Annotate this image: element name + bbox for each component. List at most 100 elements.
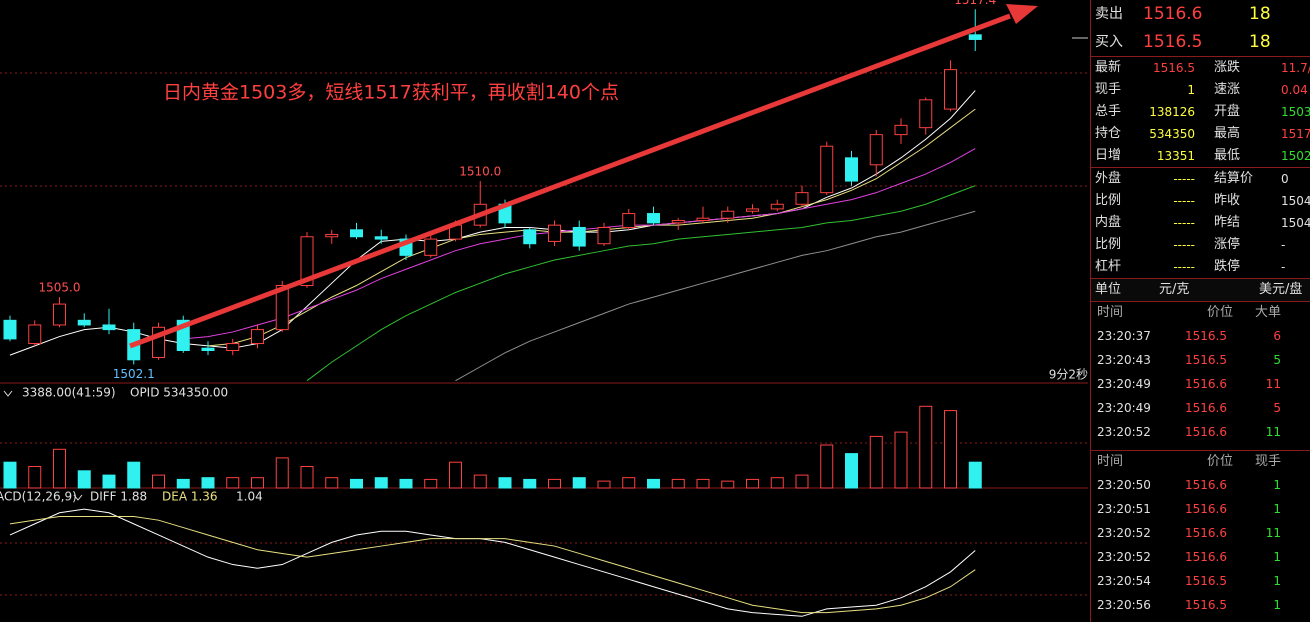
volume-bar <box>597 480 611 489</box>
trade-row: 23:20:51 1516.6 1 <box>1091 497 1310 521</box>
candle-body <box>597 226 611 245</box>
stat-value: ----- <box>1173 260 1195 274</box>
volume-bar <box>721 480 735 489</box>
quote-label: 买入 <box>1095 34 1123 50</box>
stat-label: 最高 <box>1214 126 1241 141</box>
candle-body <box>968 34 982 40</box>
stat-value: - <box>1281 260 1286 274</box>
candle-body <box>770 203 784 210</box>
stat-row: 持仓 534350 最高 1517 <box>1091 123 1310 145</box>
trade-qty: 6 <box>1273 329 1281 343</box>
trade-price: 1516.6 <box>1185 377 1227 391</box>
candle-body <box>696 217 710 222</box>
candle-body <box>300 236 314 287</box>
volume-bar <box>572 477 586 489</box>
candle-body <box>77 319 91 326</box>
stat-value: 1516.5 <box>1153 61 1195 75</box>
candle-body <box>28 324 42 345</box>
col-header: 时间 <box>1097 454 1124 469</box>
volume-bar <box>523 478 537 489</box>
stat-value: 1503 <box>1281 105 1310 119</box>
stat-row: 杠杆 ----- 跌停 - <box>1091 256 1310 279</box>
unit-option: 美元/盘 <box>1259 282 1303 297</box>
stat-value: 534350 <box>1149 127 1195 141</box>
volume-bar <box>374 477 388 489</box>
trade-time: 23:20:50 <box>1097 478 1151 492</box>
stat-value: 0.04 <box>1281 83 1308 97</box>
trade-price: 1516.6 <box>1185 401 1227 415</box>
volume-bar <box>548 478 561 489</box>
stat-label: 比例 <box>1095 193 1122 208</box>
arrow <box>129 13 1011 349</box>
trade-time: 23:20:56 <box>1097 598 1151 612</box>
quote-row: 卖出 1516.6 18 <box>1091 0 1310 28</box>
trade-row: 23:20:43 1516.5 5 <box>1091 348 1310 372</box>
trade-price: 1516.6 <box>1185 526 1227 540</box>
volume-bar <box>102 474 116 489</box>
trade-qty: 1 <box>1273 574 1281 588</box>
quote-qty: 18 <box>1249 4 1271 24</box>
candle-body <box>721 210 735 219</box>
stat-value: 1504 <box>1281 216 1310 230</box>
candle-body <box>424 238 438 256</box>
candle-body <box>102 324 116 331</box>
candle-body <box>671 220 685 224</box>
volume-header: 3388.00(41:59) <box>22 386 116 400</box>
candle-body <box>350 229 363 238</box>
trade-row: 23:20:49 1516.6 5 <box>1091 396 1310 420</box>
stat-value: 1504 <box>1281 194 1310 208</box>
stat-label: 涨停 <box>1214 237 1241 252</box>
trade-qty: 1 <box>1273 550 1281 564</box>
stat-value: 1502 <box>1281 149 1310 163</box>
stat-row: 比例 ----- 涨停 - <box>1091 234 1310 256</box>
stat-label: 昨收 <box>1214 193 1241 208</box>
stat-row: 日增 13351 最低 1502 <box>1091 145 1310 168</box>
volume-bar <box>820 444 834 489</box>
arrow-head <box>1006 4 1038 24</box>
volume-bar <box>300 466 314 489</box>
candle-body <box>647 213 660 224</box>
annotation: 日内黄金1503多，短线1517获利平，再收割140个点 <box>163 82 619 104</box>
volume-bar <box>53 448 66 489</box>
stat-label: 开盘 <box>1214 104 1241 119</box>
price-marker-label: 1502.1 <box>113 367 155 381</box>
macd-label: 1.04 <box>236 490 263 504</box>
stat-label: 总手 <box>1095 104 1122 119</box>
stat-row: 最新 1516.5 涨跌 11.7/0.78 <box>1091 57 1310 79</box>
dropdown-icon <box>73 494 83 501</box>
col-header: 时间 <box>1097 305 1124 320</box>
trade-row: 23:20:56 1516.5 1 <box>1091 593 1310 617</box>
trade-qty: 11 <box>1265 425 1281 439</box>
candle-body <box>944 69 957 110</box>
trade-time: 23:20:51 <box>1097 502 1151 516</box>
stat-value: 1517 <box>1281 127 1310 141</box>
volume-bar <box>622 477 636 489</box>
stat-row: 内盘 ----- 昨结 1504 <box>1091 212 1310 234</box>
trade-price: 1516.6 <box>1185 478 1227 492</box>
quote-label: 卖出 <box>1095 6 1123 22</box>
col-header: 现手 <box>1255 454 1282 469</box>
trade-row: 23:20:54 1516.5 1 <box>1091 569 1310 593</box>
quote-panel: 卖出 1516.6 18 买入 1516.5 18 最新 1516.5 涨跌 11.7/0.78 现… <box>1090 0 1310 622</box>
candle-body <box>3 319 17 340</box>
dea-label: DEA 1.36 <box>162 490 218 504</box>
volume-bar <box>424 478 438 489</box>
unit-row: 单位 元/克 美元/盘 <box>1091 279 1310 302</box>
volume-bar <box>869 435 883 489</box>
stat-label: 跌停 <box>1214 259 1241 274</box>
line <box>9 515 976 614</box>
trade-time: 23:20:52 <box>1097 526 1151 540</box>
stat-label: 杠杆 <box>1095 259 1122 274</box>
unit-label: 单位 <box>1095 282 1122 297</box>
col-header: 大单 <box>1255 305 1282 320</box>
col-header: 价位 <box>1207 305 1234 320</box>
candle-body <box>622 213 636 228</box>
volume-bar <box>845 453 858 489</box>
candle-body <box>869 134 883 166</box>
volume-bar <box>944 410 957 489</box>
trade-price: 1516.6 <box>1185 550 1227 564</box>
trade-qty: 1 <box>1273 598 1281 612</box>
candle-body <box>325 233 339 238</box>
stat-label: 涨跌 <box>1214 60 1241 75</box>
